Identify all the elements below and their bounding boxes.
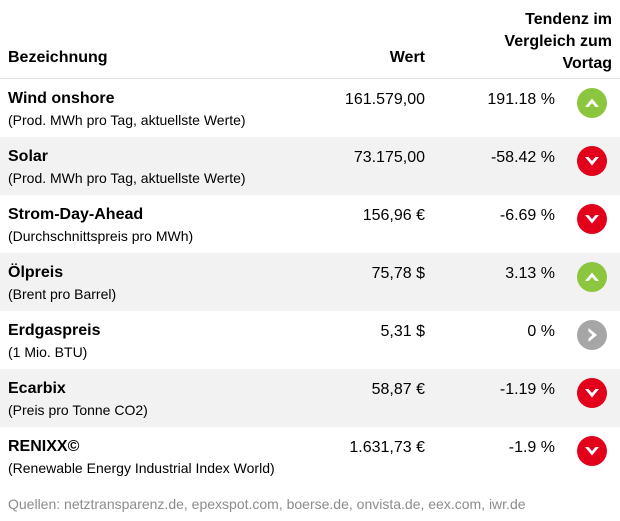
row-sub: (1 Mio. BTU) [8,344,88,360]
row-name: Wind onshore [8,90,115,107]
table-header: Bezeichnung Wert Tendenz im Vergleich zu… [0,0,620,79]
row-pct: -1.19 % [499,381,555,398]
row-value: 58,87 € [371,381,425,398]
row-pct: -58.42 % [490,149,555,166]
row-pct: -1.9 % [508,439,555,456]
row-sub: (Prod. MWh pro Tag, aktuellste Werte) [8,170,246,186]
row-pct: 3.13 % [505,265,555,282]
row-value: 161.579,00 [344,91,425,108]
row-sub: (Renewable Energy Industrial Index World… [8,460,275,476]
table-row: Erdgaspreis (1 Mio. BTU) 5,31 $ 0 % [0,311,620,369]
table-row: RENIXX© (Renewable Energy Industrial Ind… [0,427,620,485]
arrow-down-icon [577,204,607,234]
arrow-right-icon [577,320,607,350]
header-trend-line-3: Vortag [562,55,612,72]
arrow-down-icon [577,436,607,466]
header-trend: Tendenz im Vergleich zum Vortag [504,9,612,75]
row-value: 75,78 $ [371,265,425,282]
arrow-down-icon [577,378,607,408]
row-name: Solar [8,148,49,165]
row-pct: 0 % [527,323,555,340]
row-sub: (Prod. MWh pro Tag, aktuellste Werte) [8,112,246,128]
arrow-down-icon [577,146,607,176]
row-pct: 191.18 % [487,91,555,108]
header-trend-line-2: Vergleich zum [504,33,612,50]
table-row: Ölpreis (Brent pro Barrel) 75,78 $ 3.13 … [0,253,620,311]
arrow-up-icon [577,88,607,118]
row-name: Erdgaspreis [8,322,101,339]
table-row: Wind onshore (Prod. MWh pro Tag, aktuell… [0,79,620,137]
sources-footer: Quellen: netztransparenz.de, epexspot.co… [8,496,526,512]
row-name: Ölpreis [8,264,64,281]
row-value: 73.175,00 [353,149,425,166]
table-row: Ecarbix (Preis pro Tonne CO2) 58,87 € -1… [0,369,620,427]
row-pct: -6.69 % [499,207,555,224]
table-row: Strom-Day-Ahead (Durchschnittspreis pro … [0,195,620,253]
arrow-up-icon [577,262,607,292]
row-sub: (Durchschnittspreis pro MWh) [8,228,194,244]
row-name: Strom-Day-Ahead [8,206,144,223]
header-value: Wert [389,49,425,66]
header-name: Bezeichnung [8,49,108,66]
row-value: 5,31 $ [380,323,425,340]
header-trend-line-1: Tendenz im [525,11,612,28]
market-table: Bezeichnung Wert Tendenz im Vergleich zu… [0,0,620,485]
row-sub: (Preis pro Tonne CO2) [8,402,148,418]
row-name: Ecarbix [8,380,66,397]
row-name: RENIXX© [8,438,80,455]
row-value: 156,96 € [362,207,425,224]
row-value: 1.631,73 € [349,439,425,456]
table-row: Solar (Prod. MWh pro Tag, aktuellste Wer… [0,137,620,195]
row-sub: (Brent pro Barrel) [8,286,117,302]
